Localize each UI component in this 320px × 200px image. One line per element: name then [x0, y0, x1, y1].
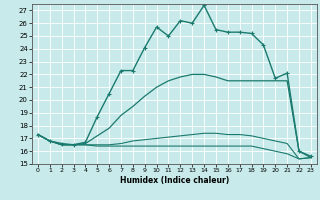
X-axis label: Humidex (Indice chaleur): Humidex (Indice chaleur)	[120, 176, 229, 185]
